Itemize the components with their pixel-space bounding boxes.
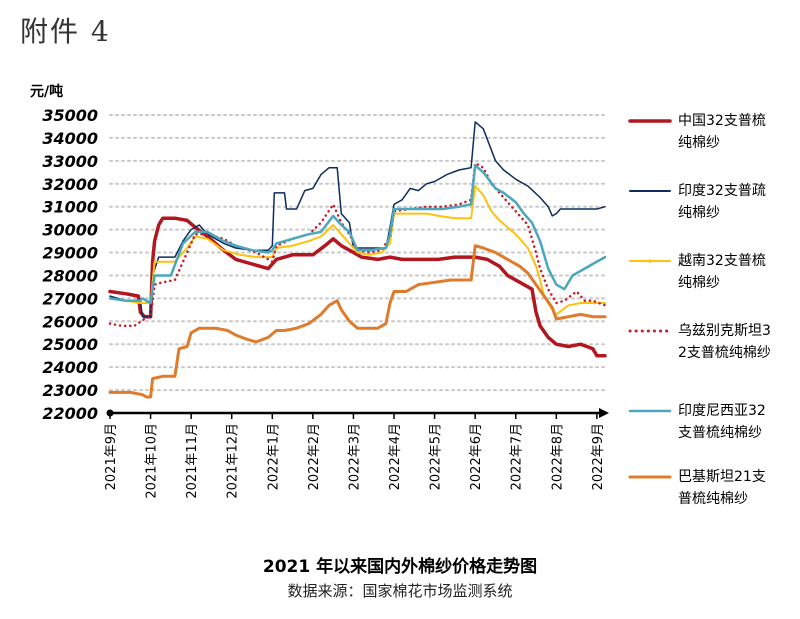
y-tick-label: 34000	[42, 129, 98, 148]
y-tick-label: 31000	[42, 198, 98, 217]
x-tick-label: 2021年11月	[185, 423, 200, 499]
x-tick-label: 2022年1月	[266, 423, 281, 490]
x-tick-label: 2022年4月	[388, 423, 403, 490]
x-tick-label: 2021年10月	[145, 423, 160, 499]
series-line	[108, 161, 607, 328]
x-tick-label: 2022年7月	[510, 423, 525, 490]
series-line	[108, 164, 607, 305]
x-tick-label: 2021年12月	[226, 423, 241, 499]
x-axis-ticks: 2021年9月 2021年10月 2021年11月 2021年12月 2022年1月 20…	[104, 413, 606, 499]
x-tick-label: 2022年9月	[591, 423, 606, 490]
y-axis-ticks: 22000 23000 24000 25000 26000 27000 28000 29000…	[42, 106, 98, 423]
legend-swatch	[628, 254, 672, 268]
legend-swatch	[628, 470, 672, 484]
legend-swatch	[628, 324, 672, 338]
legend-item-uzbekistan: 乌兹别克斯坦32支普梳纯棉纱	[628, 320, 793, 364]
series-line	[108, 216, 607, 358]
legend-label: 中国32支普梳纯棉纱	[678, 113, 766, 151]
y-tick-label: 29000	[42, 244, 98, 263]
legend-label: 印度32支普疏纯棉纱	[678, 183, 766, 221]
legend-swatch	[628, 404, 672, 418]
series-line	[108, 244, 607, 399]
data-source: 数据来源：国家棉花市场监测系统	[287, 582, 513, 600]
x-tick-label: 2022年6月	[469, 423, 484, 490]
series-lines	[108, 121, 607, 399]
chart-title: 2021 年以来国内外棉纱价格走势图	[262, 557, 538, 577]
x-tick-label: 2021年9月	[104, 423, 119, 490]
y-tick-label: 26000	[42, 312, 98, 331]
y-tick-label: 30000	[42, 221, 98, 240]
y-axis-origin-dot	[106, 409, 114, 417]
x-tick-label: 2022年8月	[550, 423, 565, 490]
legend-swatch	[628, 114, 672, 128]
legend-label: 乌兹别克斯坦32支普梳纯棉纱	[678, 323, 771, 361]
axes	[106, 408, 609, 418]
x-tick-label: 2022年3月	[347, 423, 362, 490]
legend-label: 印度尼西亚32支普梳纯棉纱	[678, 403, 766, 441]
series-line	[109, 121, 606, 318]
legend-item-indonesia: 印度尼西亚32支普梳纯棉纱	[628, 400, 793, 444]
y-tick-label: 35000	[42, 106, 98, 125]
y-tick-label: 24000	[42, 358, 98, 377]
y-tick-label: 28000	[42, 266, 98, 285]
legend-swatch	[628, 184, 672, 198]
y-tick-label: 33000	[42, 152, 98, 171]
x-tick-label: 2022年5月	[429, 423, 444, 490]
legend-item-china: 中国32支普梳纯棉纱	[628, 110, 793, 154]
legend-label: 巴基斯坦21支普梳纯棉纱	[678, 469, 766, 507]
legend-item-vietnam: 越南32支普梳纯棉纱	[628, 250, 793, 294]
y-tick-label: 22000	[42, 404, 98, 423]
series-line	[109, 185, 606, 316]
gridlines	[109, 114, 606, 392]
y-tick-label: 27000	[42, 289, 98, 308]
x-tick-label: 2022年2月	[307, 423, 322, 490]
y-tick-label: 25000	[42, 335, 98, 354]
y-axis-unit-label: 元/吨	[30, 84, 64, 100]
y-tick-label: 23000	[42, 381, 98, 400]
attachment-label: 附件 4	[20, 15, 111, 48]
legend-item-india: 印度32支普疏纯棉纱	[628, 180, 793, 224]
x-axis-arrow	[599, 408, 609, 418]
legend-item-pakistan: 巴基斯坦21支普梳纯棉纱	[628, 466, 793, 510]
legend-label: 越南32支普梳纯棉纱	[678, 253, 766, 291]
y-tick-label: 32000	[42, 175, 98, 194]
